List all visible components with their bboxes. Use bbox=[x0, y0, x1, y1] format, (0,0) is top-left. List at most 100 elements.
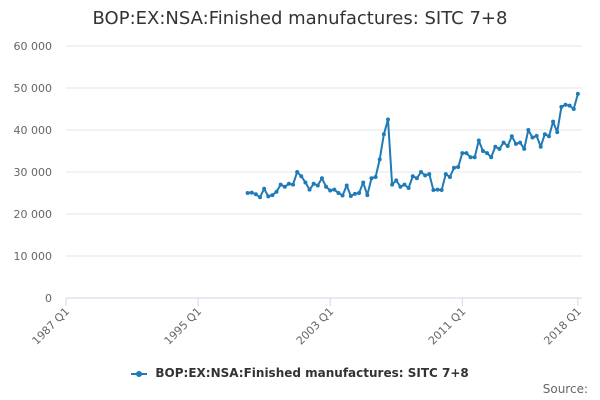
data-point[interactable] bbox=[340, 193, 345, 198]
data-point[interactable] bbox=[435, 187, 440, 192]
data-point[interactable] bbox=[361, 180, 366, 185]
data-point[interactable] bbox=[497, 146, 502, 151]
y-tick-label: 30 000 bbox=[14, 166, 53, 179]
data-point[interactable] bbox=[324, 184, 329, 189]
y-tick-label: 10 000 bbox=[14, 250, 53, 263]
data-point[interactable] bbox=[518, 140, 523, 145]
data-point[interactable] bbox=[253, 192, 258, 197]
data-point[interactable] bbox=[369, 176, 374, 181]
data-point[interactable] bbox=[336, 191, 341, 195]
data-point[interactable] bbox=[245, 191, 250, 195]
y-tick-label: 20 000 bbox=[14, 208, 53, 221]
data-point[interactable] bbox=[328, 188, 333, 193]
data-point[interactable] bbox=[303, 180, 308, 185]
data-point[interactable] bbox=[480, 149, 485, 153]
data-point[interactable] bbox=[373, 175, 378, 180]
data-point[interactable] bbox=[299, 174, 304, 179]
data-point[interactable] bbox=[563, 102, 568, 107]
legend-series-label: BOP:EX:NSA:Finished manufactures: SITC 7… bbox=[155, 366, 469, 380]
y-tick-label: 0 bbox=[45, 292, 52, 305]
data-point[interactable] bbox=[472, 155, 477, 160]
data-point[interactable] bbox=[431, 188, 436, 193]
data-point[interactable] bbox=[501, 140, 506, 145]
x-tick-label: 2018 Q1 bbox=[541, 305, 584, 348]
data-point[interactable] bbox=[394, 178, 399, 183]
data-point[interactable] bbox=[522, 146, 527, 151]
data-point[interactable] bbox=[443, 172, 448, 177]
data-point[interactable] bbox=[352, 191, 357, 196]
data-point[interactable] bbox=[460, 151, 465, 156]
legend-line-marker-icon bbox=[131, 369, 148, 379]
series-layer bbox=[245, 91, 580, 200]
data-point[interactable] bbox=[282, 184, 287, 189]
data-point[interactable] bbox=[398, 184, 403, 189]
data-point[interactable] bbox=[542, 132, 547, 137]
data-point[interactable] bbox=[427, 172, 432, 177]
data-point[interactable] bbox=[315, 183, 320, 188]
data-point[interactable] bbox=[439, 188, 444, 193]
data-point[interactable] bbox=[381, 132, 386, 137]
data-point[interactable] bbox=[571, 107, 576, 111]
x-tick-label: 1987 Q1 bbox=[30, 305, 73, 348]
data-point[interactable] bbox=[385, 117, 390, 122]
data-point[interactable] bbox=[274, 189, 279, 194]
tick-labels: 0 10 000 20 000 30 000 40 000 50 000 60 000 198… bbox=[14, 40, 584, 347]
data-point[interactable] bbox=[530, 135, 535, 140]
series-line bbox=[247, 93, 579, 199]
data-point[interactable] bbox=[423, 173, 428, 178]
y-tick-label: 60 000 bbox=[14, 40, 53, 53]
data-point[interactable] bbox=[546, 134, 551, 139]
data-point[interactable] bbox=[262, 186, 267, 191]
data-point[interactable] bbox=[513, 141, 518, 146]
data-point[interactable] bbox=[332, 187, 337, 192]
data-point[interactable] bbox=[551, 119, 556, 124]
data-point[interactable] bbox=[447, 175, 452, 180]
data-point[interactable] bbox=[377, 157, 382, 162]
data-point[interactable] bbox=[402, 182, 407, 187]
data-point[interactable] bbox=[278, 182, 283, 187]
data-point[interactable] bbox=[538, 144, 543, 149]
data-point[interactable] bbox=[319, 176, 324, 181]
data-point[interactable] bbox=[493, 144, 498, 149]
data-point[interactable] bbox=[575, 91, 580, 96]
data-point[interactable] bbox=[534, 133, 539, 138]
data-point[interactable] bbox=[365, 193, 370, 198]
data-point[interactable] bbox=[311, 181, 316, 186]
data-point[interactable] bbox=[390, 182, 395, 187]
data-point[interactable] bbox=[344, 183, 349, 188]
data-point[interactable] bbox=[555, 130, 560, 135]
data-point[interactable] bbox=[258, 195, 263, 200]
data-point[interactable] bbox=[266, 194, 271, 199]
data-point[interactable] bbox=[249, 190, 254, 195]
data-point[interactable] bbox=[505, 143, 510, 148]
data-point[interactable] bbox=[291, 182, 296, 187]
x-tick-label: 2003 Q1 bbox=[294, 305, 337, 348]
data-point[interactable] bbox=[419, 170, 424, 174]
data-point[interactable] bbox=[295, 170, 300, 174]
data-point[interactable] bbox=[452, 165, 457, 170]
data-point[interactable] bbox=[414, 176, 419, 181]
data-point[interactable] bbox=[485, 151, 490, 156]
data-point[interactable] bbox=[526, 128, 531, 132]
source-label: Source: bbox=[542, 382, 588, 396]
data-point[interactable] bbox=[410, 174, 415, 179]
data-point[interactable] bbox=[559, 104, 564, 109]
data-point[interactable] bbox=[270, 193, 275, 198]
y-tick-label: 50 000 bbox=[14, 82, 53, 95]
data-point[interactable] bbox=[468, 155, 473, 160]
data-point[interactable] bbox=[567, 103, 572, 108]
axes bbox=[65, 297, 582, 306]
data-point[interactable] bbox=[286, 181, 291, 186]
legend[interactable]: BOP:EX:NSA:Finished manufactures: SITC 7… bbox=[0, 366, 600, 380]
data-point[interactable] bbox=[357, 191, 362, 195]
data-point[interactable] bbox=[307, 187, 312, 192]
data-point[interactable] bbox=[489, 155, 494, 160]
data-point[interactable] bbox=[348, 193, 353, 198]
data-point[interactable] bbox=[509, 134, 514, 139]
data-point[interactable] bbox=[456, 164, 461, 169]
data-point[interactable] bbox=[476, 138, 481, 143]
data-point[interactable] bbox=[406, 185, 411, 190]
chart-title: BOP:EX:NSA:Finished manufactures: SITC 7… bbox=[92, 8, 508, 29]
data-point[interactable] bbox=[464, 151, 469, 156]
